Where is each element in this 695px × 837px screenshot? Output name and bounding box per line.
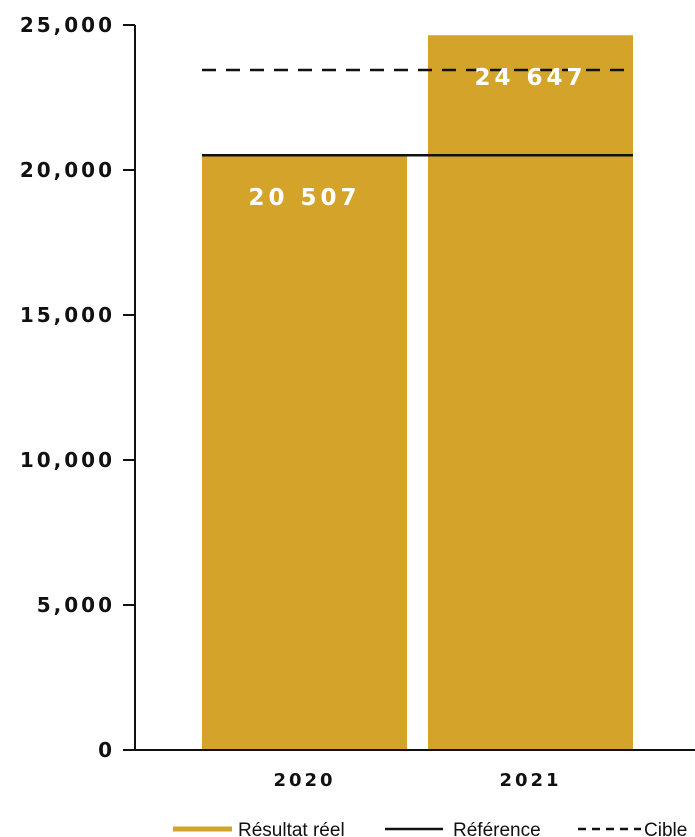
y-ticks-group: 0 5,000 10,000 15,000 20,000 25,000 (20, 13, 135, 762)
data-label-2021: 24 647 (474, 65, 586, 91)
bar-2020 (202, 155, 407, 750)
legend-label-target: Cible (644, 820, 687, 837)
y-tick-label: 0 (98, 738, 115, 762)
y-tick-label: 25,000 (20, 13, 115, 37)
legend: Résultat réel Référence Cible (173, 820, 687, 837)
y-tick-label: 15,000 (20, 303, 115, 327)
y-tick-label: 5,000 (37, 593, 115, 617)
legend-label-actual: Résultat réel (238, 820, 345, 837)
bars-group (202, 35, 633, 750)
bar-2021 (428, 35, 633, 750)
x-tick-label: 2021 (499, 770, 561, 791)
x-tick-label: 2020 (273, 770, 335, 791)
legend-label-reference: Référence (453, 820, 541, 837)
x-labels-group: 2020 2021 (273, 770, 561, 791)
reference-lines-group (202, 68, 633, 157)
axes-group (134, 25, 695, 751)
data-labels-group: 20 507 24 647 (248, 65, 586, 211)
y-tick-label: 20,000 (20, 158, 115, 182)
data-label-2020: 20 507 (248, 185, 360, 211)
y-tick-label: 10,000 (20, 448, 115, 472)
